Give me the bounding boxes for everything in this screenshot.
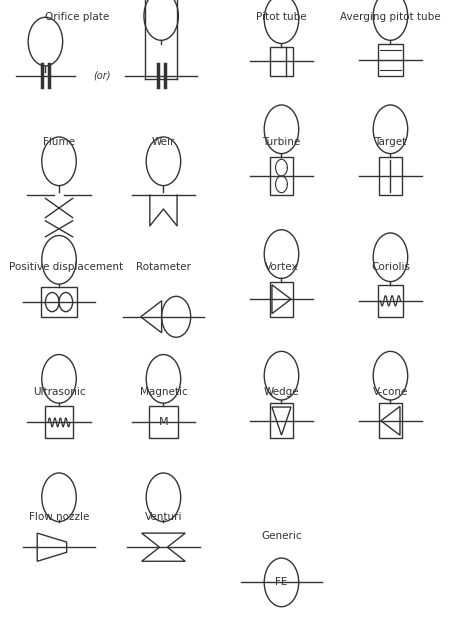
Text: Venturi: Venturi: [145, 511, 182, 522]
Text: Positive displacement: Positive displacement: [9, 262, 123, 272]
Bar: [378, 285, 403, 317]
Bar: [270, 403, 293, 438]
Text: Wedge: Wedge: [264, 387, 299, 397]
Text: Coriolis: Coriolis: [371, 262, 410, 272]
Bar: [379, 157, 402, 195]
Text: Target: Target: [374, 137, 407, 147]
Bar: [270, 47, 293, 76]
Text: Averging pitot tube: Averging pitot tube: [340, 12, 441, 22]
Text: Pitot tube: Pitot tube: [256, 12, 307, 22]
Bar: [41, 287, 77, 317]
Bar: [270, 157, 293, 195]
Text: V-cone: V-cone: [373, 387, 408, 397]
Circle shape: [264, 558, 299, 607]
Text: Vortex: Vortex: [265, 262, 298, 272]
Bar: [45, 406, 73, 438]
Text: FE: FE: [275, 577, 288, 588]
Bar: [149, 406, 178, 438]
Bar: [379, 403, 402, 438]
Text: Weir: Weir: [152, 137, 175, 147]
Text: M: M: [158, 417, 168, 428]
Bar: [270, 282, 293, 317]
Text: Turbine: Turbine: [262, 137, 301, 147]
Text: Orifice plate: Orifice plate: [45, 12, 109, 22]
Bar: [378, 44, 403, 76]
Text: (or): (or): [94, 70, 111, 81]
Text: Generic: Generic: [261, 531, 302, 541]
Text: Ultrasonic: Ultrasonic: [33, 387, 85, 397]
Text: Flume: Flume: [43, 137, 75, 147]
Text: Magnetic: Magnetic: [139, 387, 188, 397]
Text: Flow nozzle: Flow nozzle: [29, 511, 89, 522]
Text: Rotameter: Rotameter: [136, 262, 191, 272]
